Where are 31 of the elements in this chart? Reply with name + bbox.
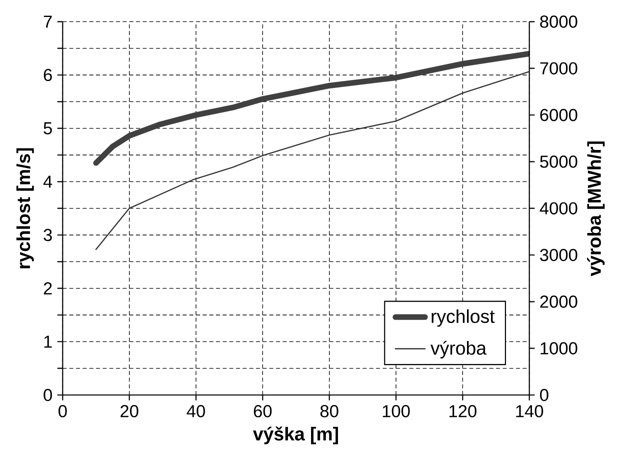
x-tick-label: 100: [382, 405, 410, 418]
x-axis-title: výška [m]: [253, 426, 338, 444]
y-tick-label: 1: [44, 336, 52, 348]
x-tick-label: 20: [120, 405, 138, 418]
y2-tick-label: 6000: [540, 108, 578, 122]
y2-tick-label: 3000: [540, 248, 578, 262]
y2-tick-label: 2000: [540, 296, 578, 308]
legend-label: rychlost: [432, 309, 495, 327]
legend-label: výroba: [430, 340, 487, 358]
y-tick-label: 2: [44, 282, 52, 294]
x-tick-label: 60: [254, 405, 272, 418]
y2-axis-title: výroba [MWh/r]: [587, 141, 605, 276]
y2-tick-label: 1000: [540, 342, 578, 354]
x-tick-label: 80: [320, 405, 338, 418]
y2-tick-label: 0: [540, 388, 548, 402]
y-axis-title: rychlost [m/s]: [16, 148, 34, 268]
y-tick-label: 5: [44, 122, 52, 134]
y-tick-label: 6: [44, 68, 52, 82]
y2-tick-label: 8000: [540, 16, 578, 28]
y-tick-label: 4: [43, 176, 52, 188]
x-tick-label: 120: [450, 405, 476, 418]
y2-tick-label: 5000: [540, 156, 578, 168]
y-tick-label: 7: [44, 16, 52, 28]
y-tick-label: 0: [44, 388, 52, 402]
y2-tick-label: 4000: [540, 202, 578, 214]
x-tick-label: 40: [186, 405, 205, 418]
line-series: [95, 71, 530, 250]
x-tick-label: 140: [516, 405, 544, 418]
y2-tick-label: 7000: [540, 62, 578, 74]
x-tick-label: 0: [58, 405, 67, 418]
y-tick-label: 3: [44, 228, 52, 242]
